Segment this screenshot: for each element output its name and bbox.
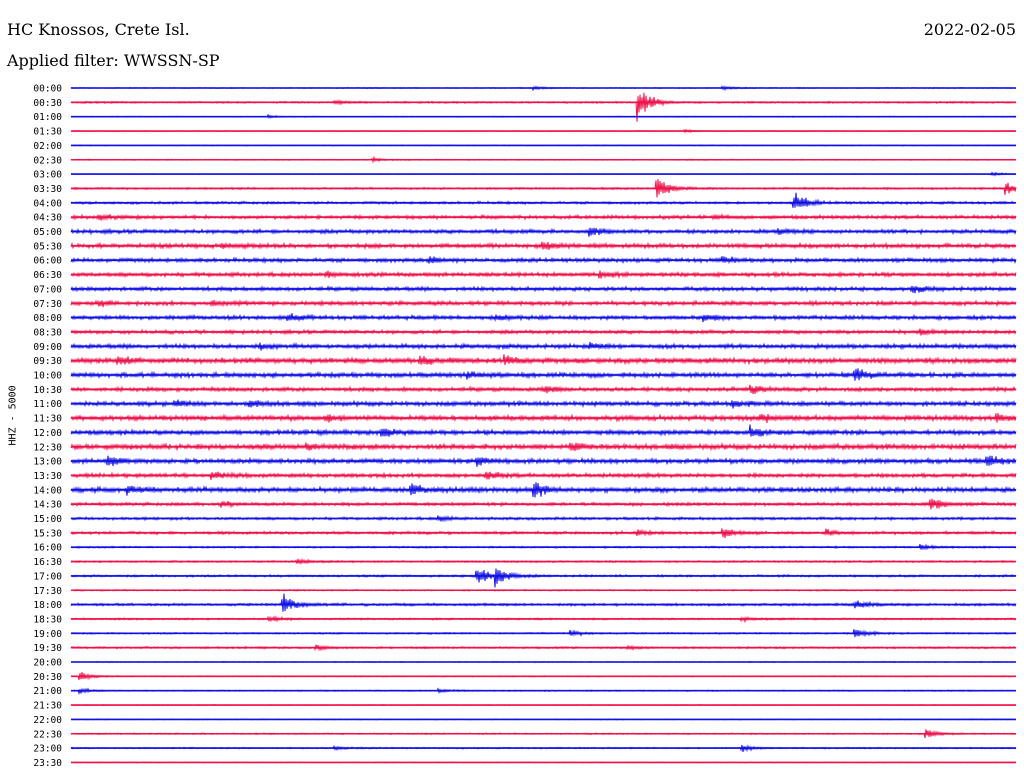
- time-label-2330: 23:30: [33, 758, 62, 769]
- time-label-0400: 04:00: [33, 198, 62, 209]
- time-label-1530: 15:30: [33, 528, 62, 539]
- time-label-0100: 01:00: [33, 112, 62, 123]
- time-label-1130: 11:30: [33, 414, 62, 425]
- trace-1700: [70, 568, 1017, 588]
- time-label-1830: 18:30: [33, 614, 62, 625]
- time-label-2300: 23:00: [33, 744, 62, 755]
- trace-0930: [70, 354, 1017, 366]
- time-label-1300: 13:00: [33, 457, 62, 468]
- time-label-1700: 17:00: [33, 571, 62, 582]
- time-label-1930: 19:30: [33, 643, 62, 654]
- time-label-2130: 21:30: [33, 701, 62, 712]
- time-label-1000: 10:00: [33, 371, 62, 382]
- time-label-2100: 21:00: [33, 686, 62, 697]
- time-label-1100: 11:00: [33, 399, 62, 410]
- time-label-1500: 15:00: [33, 514, 62, 525]
- filter-label: Applied filter: WWSSN-SP: [7, 51, 220, 70]
- time-label-1730: 17:30: [33, 586, 62, 597]
- time-label-1800: 18:00: [33, 600, 62, 611]
- trace-0400: [70, 192, 1017, 208]
- time-label-1630: 16:30: [33, 557, 62, 568]
- time-label-0500: 05:00: [33, 227, 62, 238]
- time-label-0630: 06:30: [33, 270, 62, 281]
- time-label-1400: 14:00: [33, 485, 62, 496]
- time-label-2000: 20:00: [33, 658, 62, 669]
- time-label-1900: 19:00: [33, 629, 62, 640]
- time-label-0700: 07:00: [33, 284, 62, 295]
- time-label-0300: 03:00: [33, 170, 62, 181]
- time-label-1330: 13:30: [33, 471, 62, 482]
- time-label-0600: 06:00: [33, 256, 62, 267]
- time-label-0230: 02:30: [33, 155, 62, 166]
- trace-1200: [70, 424, 1017, 437]
- time-label-2200: 22:00: [33, 715, 62, 726]
- time-label-1030: 10:30: [33, 385, 62, 396]
- station-title: HC Knossos, Crete Isl.: [7, 20, 190, 39]
- time-label-0000: 00:00: [33, 84, 62, 95]
- time-label-0330: 03:30: [33, 184, 62, 195]
- time-label-2030: 20:30: [33, 672, 62, 683]
- time-label-1600: 16:00: [33, 543, 62, 554]
- time-label-0900: 09:00: [33, 342, 62, 353]
- time-label-2230: 22:30: [33, 729, 62, 740]
- time-label-0130: 01:30: [33, 127, 62, 138]
- time-label-0200: 02:00: [33, 141, 62, 152]
- time-label-0030: 00:30: [33, 98, 62, 109]
- trace-1800: [70, 593, 1017, 612]
- time-label-0830: 08:30: [33, 327, 62, 338]
- time-label-0430: 04:30: [33, 213, 62, 224]
- time-label-0730: 07:30: [33, 299, 62, 310]
- time-label-0930: 09:30: [33, 356, 62, 367]
- time-label-0800: 08:00: [33, 313, 62, 324]
- time-label-1430: 14:30: [33, 500, 62, 511]
- time-label-0530: 05:30: [33, 241, 62, 252]
- time-label-1230: 12:30: [33, 442, 62, 453]
- date-label: 2022-02-05: [923, 20, 1016, 39]
- time-label-1200: 12:00: [33, 428, 62, 439]
